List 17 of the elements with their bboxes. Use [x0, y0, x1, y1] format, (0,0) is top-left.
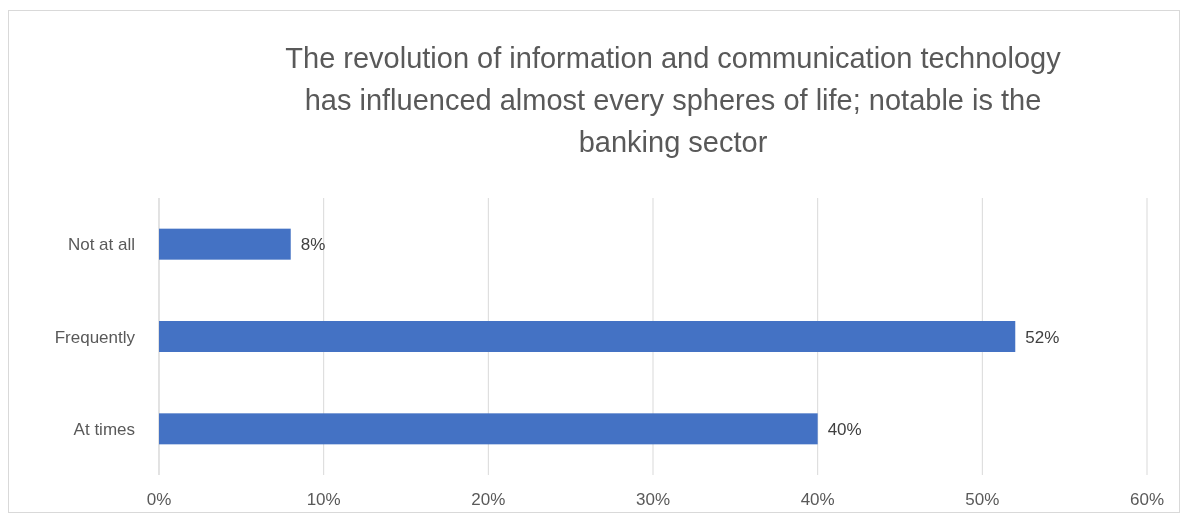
y-tick-label: At times [73, 419, 135, 439]
bar [159, 413, 818, 445]
data-label: 40% [827, 419, 862, 439]
x-tick-label: 40% [800, 490, 835, 509]
y-tick-label: Frequently [54, 327, 136, 347]
y-tick-label: Not at all [67, 235, 135, 255]
bar [159, 228, 291, 260]
data-label: 8% [300, 235, 326, 255]
x-tick-label: 20% [471, 490, 506, 509]
data-label: 52% [1025, 327, 1060, 347]
x-tick-label: 30% [635, 490, 671, 509]
bar [159, 321, 1016, 352]
x-tick-label: 60% [1129, 490, 1165, 509]
x-tick-label: 10% [306, 490, 341, 509]
chart-title: The revolution of information and communication technology has influenced almost every spheres of life; notable is the banking sector [285, 42, 1062, 158]
x-tick-label: 50% [965, 490, 1000, 509]
x-tick-label: 0% [146, 490, 172, 509]
